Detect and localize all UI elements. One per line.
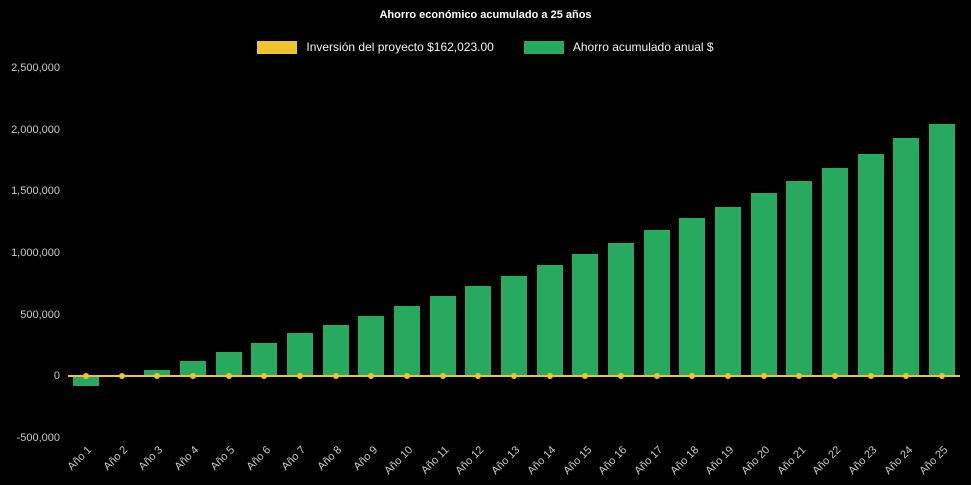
investment-line-marker (689, 373, 696, 380)
x-axis-label-año-16: Año 16 (596, 444, 630, 478)
x-axis-label-año-14: Año 14 (525, 444, 559, 478)
legend-item-investment[interactable]: Inversión del proyecto $162,023.00 (257, 40, 494, 54)
x-axis-label-año-21: Año 21 (774, 444, 808, 478)
investment-line-marker (225, 373, 232, 380)
chart-title: Ahorro económico acumulado a 25 años (379, 9, 592, 21)
x-axis-label-año-5: Año 5 (208, 444, 238, 473)
bar-año-5[interactable] (215, 351, 242, 377)
x-axis-label-año-3: Año 3 (136, 444, 166, 473)
bar-año-9[interactable] (358, 315, 385, 377)
x-axis-label-año-17: Año 17 (632, 444, 666, 478)
legend: Inversión del proyecto $162,023.00 Ahorr… (0, 40, 971, 54)
x-axis-label-año-12: Año 12 (453, 444, 487, 478)
investment-line-marker (261, 373, 268, 380)
investment-line-marker (725, 373, 732, 380)
bar-año-17[interactable] (643, 229, 670, 377)
y-axis-label: 2,000,000 (11, 123, 60, 136)
investment-line-marker (82, 373, 89, 380)
bar-año-22[interactable] (822, 167, 849, 377)
legend-label-investment: Inversión del proyecto $162,023.00 (306, 40, 494, 54)
legend-label-savings: Ahorro acumulado anual $ (572, 40, 714, 54)
investment-line-marker (832, 373, 839, 380)
investment-line-marker (618, 373, 625, 380)
x-axis-label-año-18: Año 18 (667, 444, 701, 478)
investment-line-marker (867, 373, 874, 380)
bar-año-3[interactable] (144, 369, 171, 377)
bar-año-19[interactable] (715, 207, 742, 377)
bar-año-12[interactable] (465, 286, 492, 377)
investment-line-marker (475, 373, 482, 380)
x-axis-label-año-6: Año 6 (243, 444, 273, 473)
x-axis-label-año-20: Año 20 (739, 444, 773, 478)
x-axis-label-año-4: Año 4 (172, 444, 202, 473)
y-axis-label: -500,000 (16, 432, 60, 444)
bar-año-14[interactable] (536, 265, 563, 377)
investment-line-marker (653, 373, 660, 380)
bar-año-24[interactable] (893, 138, 920, 377)
x-axis-label-año-7: Año 7 (279, 444, 309, 473)
x-axis-label-año-11: Año 11 (418, 444, 452, 477)
bar-año-11[interactable] (429, 296, 456, 377)
bar-año-18[interactable] (679, 218, 706, 377)
investment-line-marker (760, 373, 767, 380)
bar-año-25[interactable] (929, 123, 956, 377)
bar-año-21[interactable] (786, 181, 813, 377)
x-axis-label-año-8: Año 8 (315, 444, 345, 473)
investment-line-marker (154, 373, 161, 380)
bar-año-16[interactable] (608, 243, 635, 377)
bar-año-10[interactable] (393, 306, 420, 377)
x-axis-label-año-2: Año 2 (101, 444, 131, 473)
x-axis-label-año-13: Año 13 (489, 444, 523, 478)
bar-año-13[interactable] (501, 276, 527, 377)
x-axis-label-año-22: Año 22 (810, 444, 844, 478)
legend-item-savings[interactable]: Ahorro acumulado anual $ (523, 40, 714, 54)
y-axis-label: 500,000 (20, 308, 60, 321)
bar-año-8[interactable] (322, 324, 349, 377)
x-axis-label-año-23: Año 23 (846, 444, 880, 478)
investment-line-marker (582, 373, 589, 380)
investment-line-marker (403, 373, 410, 380)
investment-swatch-icon (257, 40, 298, 54)
x-axis-label-año-19: Año 19 (703, 444, 737, 478)
bar-año-20[interactable] (750, 192, 777, 377)
investment-line-marker (939, 373, 946, 380)
investment-line-marker (903, 373, 910, 380)
y-axis-label: 0 (53, 370, 60, 383)
bar-año-15[interactable] (572, 254, 599, 377)
x-axis-label-año-25: Año 25 (917, 444, 951, 478)
x-axis-label-año-1: Año 1 (65, 444, 95, 473)
investment-line-marker (796, 373, 803, 380)
plot-area (68, 68, 960, 438)
investment-line-marker (189, 373, 196, 380)
investment-line-marker (546, 373, 553, 380)
bar-año-6[interactable] (251, 343, 278, 377)
bar-año-4[interactable] (179, 360, 206, 377)
investment-line-marker (296, 373, 303, 380)
bar-año-7[interactable] (286, 333, 313, 377)
x-axis-label-año-15: Año 15 (560, 444, 594, 478)
y-axis-label: 2,500,000 (11, 62, 60, 74)
y-axis-label: 1,500,000 (11, 185, 60, 198)
investment-line-marker (118, 373, 125, 380)
investment-line-marker (511, 373, 517, 380)
y-axis-label: 1,000,000 (11, 247, 60, 259)
investment-line-marker (368, 373, 375, 380)
savings-swatch-icon (523, 40, 564, 54)
x-axis-label-año-10: Año 10 (382, 444, 416, 478)
investment-line-marker (439, 373, 446, 380)
investment-line-marker (332, 373, 339, 380)
x-axis-label-año-9: Año 9 (350, 444, 380, 473)
bar-año-1[interactable] (72, 376, 99, 386)
x-axis-label-año-24: Año 24 (881, 444, 915, 478)
bar-año-23[interactable] (857, 154, 884, 377)
